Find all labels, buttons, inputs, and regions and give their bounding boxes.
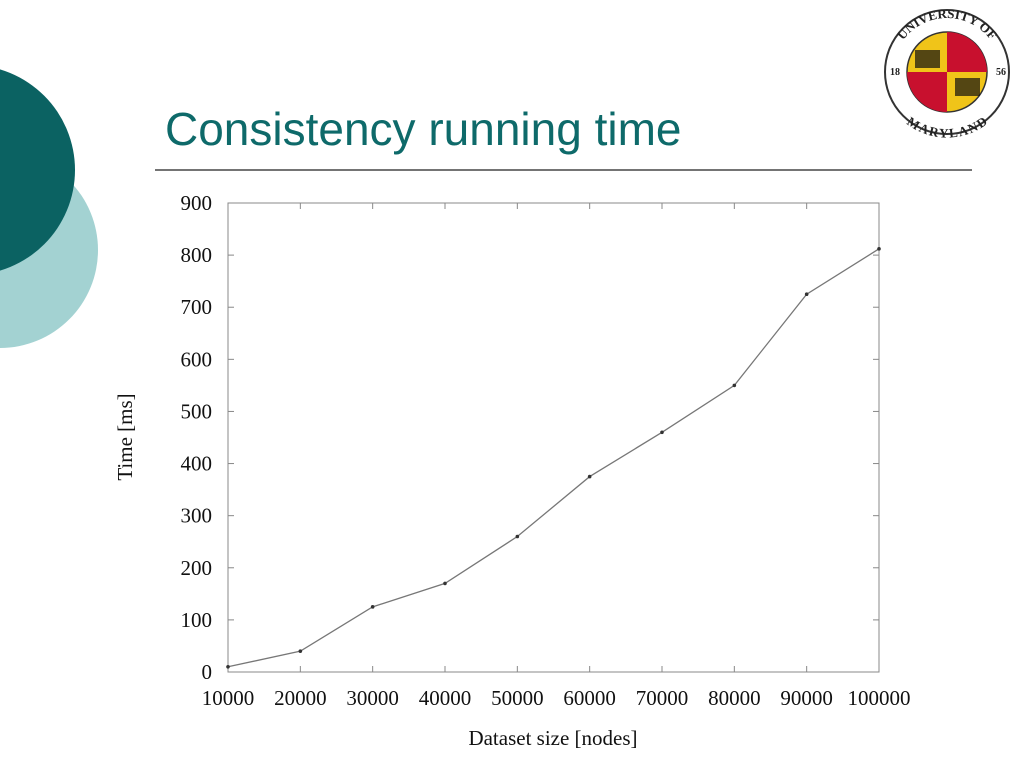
logo: UNIVERSITY OF MARYLAND 18 56: [884, 6, 1010, 141]
x-tick-label: 20000: [274, 686, 327, 710]
y-tick-label: 200: [181, 556, 213, 580]
x-tick-label: 40000: [419, 686, 472, 710]
x-tick-label: 70000: [636, 686, 689, 710]
decor-circle-dark: [0, 69, 75, 271]
data-point: [804, 292, 809, 296]
y-axis-label: Time [ms]: [113, 393, 137, 480]
y-tick-label: 400: [181, 452, 213, 476]
x-tick-label: 90000: [780, 686, 833, 710]
slide-title: Consistency running time: [165, 103, 681, 155]
y-tick-label: 600: [181, 347, 213, 371]
data-line: [227, 248, 880, 668]
x-tick-label: 50000: [491, 686, 544, 710]
x-tick-label: 30000: [346, 686, 399, 710]
logo-pattern: [915, 50, 980, 96]
y-tick-label: 800: [181, 243, 213, 267]
data-point: [226, 664, 230, 669]
x-tick-label: 60000: [563, 686, 616, 710]
logo-left: 18: [890, 67, 900, 78]
y-tick-label: 500: [181, 399, 213, 423]
y-tick-label: 900: [181, 191, 213, 215]
y-tick-label: 0: [202, 660, 213, 684]
x-tick-label: 10000: [202, 686, 255, 710]
x-tick-label: 100000: [848, 686, 911, 710]
data-point: [370, 605, 375, 609]
data-point: [732, 383, 737, 388]
x-tick-label: 80000: [708, 686, 761, 710]
data-point: [877, 247, 881, 251]
y-tick-label: 300: [181, 504, 213, 528]
logo-right: 56: [996, 67, 1006, 78]
x-axis-label: Dataset size [nodes]: [468, 726, 637, 750]
data-point: [660, 430, 664, 435]
data-point: [298, 649, 303, 653]
data-point: [515, 534, 520, 539]
data-point: [443, 581, 447, 586]
plot-frame: [227, 202, 880, 673]
y-tick-label: 100: [181, 608, 213, 632]
logo-quarter: [907, 72, 947, 112]
logo-quarter: [947, 32, 987, 72]
data-point: [587, 474, 592, 479]
y-tick-label: 700: [181, 295, 213, 319]
